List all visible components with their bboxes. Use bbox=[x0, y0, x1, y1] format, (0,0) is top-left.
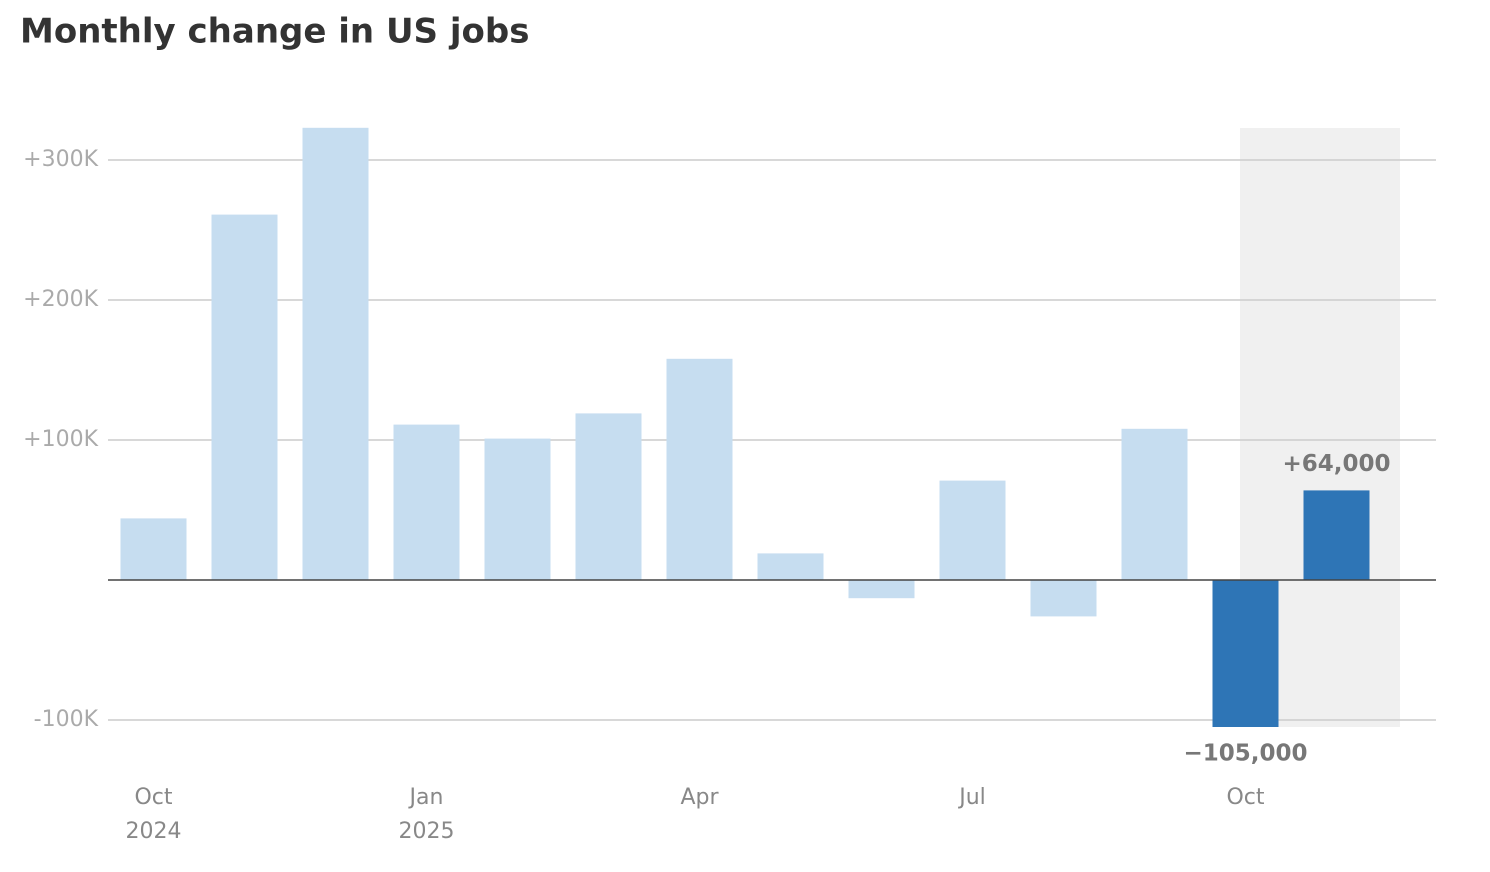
bar bbox=[211, 214, 278, 580]
bar bbox=[939, 480, 1006, 580]
bar bbox=[1121, 428, 1188, 580]
bar bbox=[393, 424, 460, 580]
bar bbox=[757, 553, 824, 580]
x-tick-label: Oct bbox=[1226, 785, 1264, 810]
value-label: −105,000 bbox=[1183, 741, 1307, 767]
bar bbox=[1303, 490, 1370, 580]
x-tick-label: Jul bbox=[957, 785, 986, 810]
chart-title: Monthly change in US jobs bbox=[20, 12, 529, 52]
y-tick-label: +100K bbox=[23, 427, 98, 452]
bar bbox=[1212, 580, 1279, 727]
value-label: +64,000 bbox=[1282, 451, 1390, 477]
bar bbox=[484, 438, 551, 580]
bar bbox=[848, 580, 915, 599]
bar bbox=[666, 358, 733, 580]
bar bbox=[302, 127, 369, 581]
x-tick-label: Oct bbox=[134, 785, 172, 810]
x-tick-year: 2025 bbox=[399, 819, 455, 844]
x-tick-label: Jan bbox=[408, 785, 444, 810]
bar bbox=[120, 518, 187, 580]
y-tick-label: +300K bbox=[23, 147, 98, 172]
x-tick-label: Apr bbox=[680, 785, 719, 810]
bar bbox=[575, 413, 642, 580]
bar bbox=[1030, 580, 1097, 617]
y-tick-label: -100K bbox=[34, 707, 99, 732]
x-tick-year: 2024 bbox=[126, 819, 182, 844]
y-tick-label: +200K bbox=[23, 287, 98, 312]
